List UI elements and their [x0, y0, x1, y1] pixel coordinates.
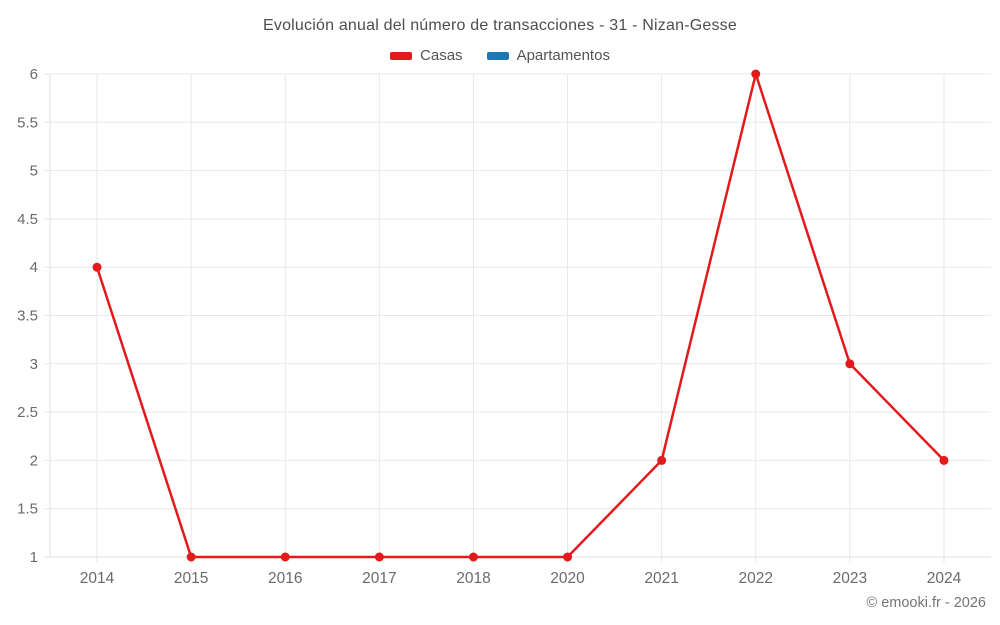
x-tick-label: 2014 [80, 570, 115, 587]
x-tick-label: 2016 [268, 570, 302, 587]
y-tick-label: 5.5 [17, 114, 38, 131]
legend-item-casas[interactable]: Casas [390, 47, 463, 64]
y-tick-label: 4 [30, 259, 38, 276]
y-tick-label: 6 [30, 66, 38, 83]
y-tick-label: 3.5 [17, 308, 38, 325]
legend-item-apartamentos[interactable]: Apartamentos [486, 47, 610, 64]
x-tick-label: 2020 [550, 570, 585, 587]
series-line-casas [95, 72, 946, 559]
data-point-casas [280, 552, 290, 562]
data-point-casas [468, 552, 478, 562]
data-point-casas [657, 455, 667, 465]
chart-legend: Casas Apartamentos [0, 47, 1000, 64]
y-tick-label: 1 [30, 549, 38, 566]
x-tick-label: 2022 [739, 570, 773, 587]
y-tick-label: 2.5 [17, 404, 38, 421]
y-tick-label: 3 [30, 356, 38, 373]
data-point-casas [939, 455, 949, 465]
data-point-casas [751, 69, 761, 79]
x-tick-label: 2017 [362, 570, 396, 587]
legend-swatch-apartamentos [486, 51, 509, 60]
data-point-casas [845, 359, 855, 369]
legend-label-apartamentos: Apartamentos [516, 47, 610, 64]
legend-swatch-casas [390, 51, 413, 60]
x-tick-label: 2015 [174, 570, 208, 587]
x-tick-label: 2021 [644, 570, 678, 587]
x-tick-label: 2018 [456, 570, 490, 587]
y-tick-label: 5 [30, 163, 38, 180]
legend-label-casas: Casas [420, 47, 463, 64]
data-point-casas [374, 552, 384, 562]
copyright-text: © emooki.fr - 2026 [866, 595, 986, 611]
y-tick-label: 4.5 [17, 211, 38, 228]
data-point-casas [186, 552, 196, 562]
chart-title: Evolución anual del número de transaccio… [263, 17, 737, 34]
x-tick-label: 2023 [833, 570, 867, 587]
y-tick-label: 1.5 [17, 501, 38, 518]
data-point-casas [92, 262, 102, 272]
y-tick-label: 2 [30, 452, 38, 469]
x-tick-label: 2024 [927, 570, 962, 587]
data-point-casas [563, 552, 573, 562]
